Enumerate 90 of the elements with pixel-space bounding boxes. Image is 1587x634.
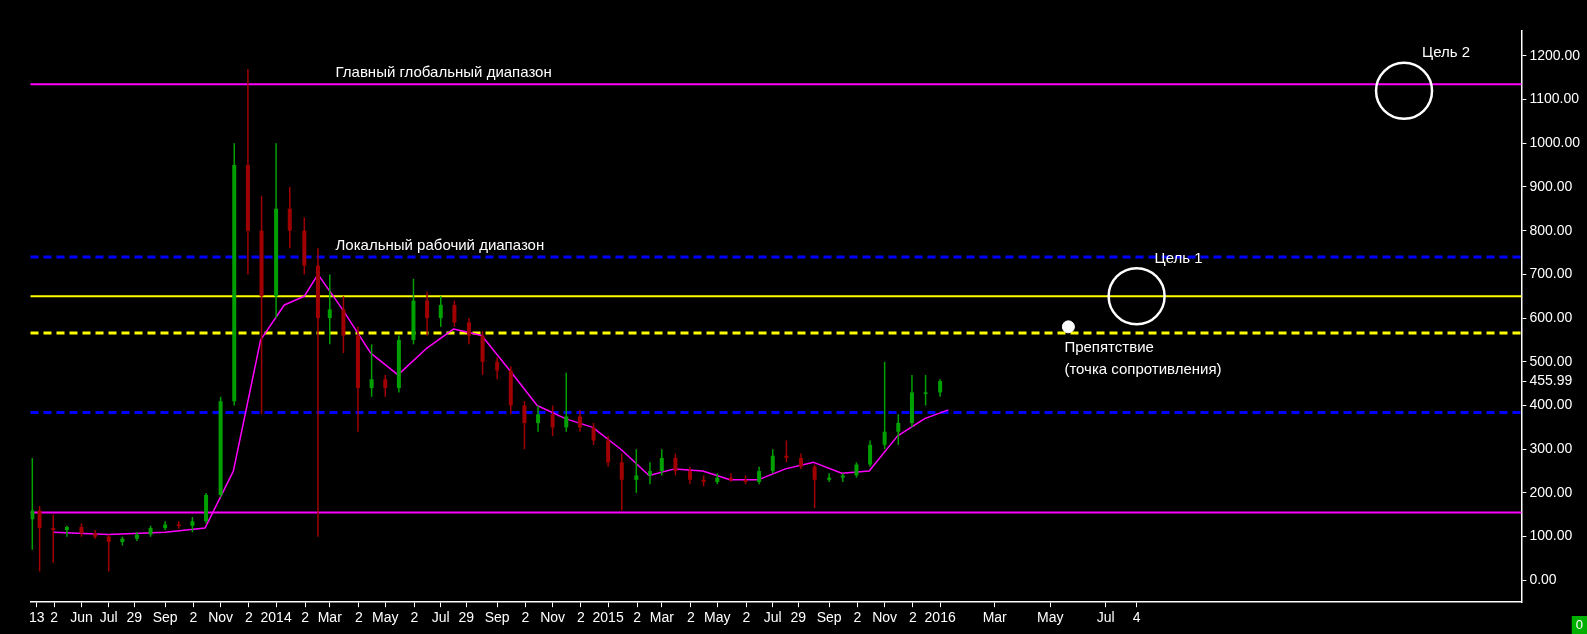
candlestick (923, 374, 928, 407)
candlestick (383, 374, 388, 398)
x-tick-label: May (372, 609, 399, 626)
x-tick-label: 29 (458, 609, 475, 626)
x-tick-label: Sep (152, 609, 178, 626)
x-tick-label: Mar (317, 609, 343, 626)
x-tick-label: Nov (208, 609, 234, 626)
x-tick-label: Jun (70, 609, 93, 626)
candlestick (770, 448, 775, 475)
annotation: Цель 2 (1422, 43, 1471, 61)
candlestick (619, 452, 624, 512)
y-tick-label: 100.00 (1529, 527, 1573, 544)
candlestick (812, 463, 817, 509)
candlestick (647, 461, 652, 485)
candlestick (591, 422, 596, 446)
candlestick (176, 520, 181, 530)
annotation: Цель 1 (1154, 248, 1203, 266)
y-tick-label: 300.00 (1529, 440, 1573, 457)
x-tick-label: 2 (354, 609, 363, 626)
x-tick-label: May (704, 609, 731, 626)
candlestick (64, 524, 69, 538)
x-tick-label: 2 (908, 609, 917, 626)
x-tick-label: May (1036, 609, 1064, 626)
candlestick (577, 409, 582, 433)
x-tick-label: Jul (431, 609, 450, 626)
y-tick-label: 1200.00 (1529, 46, 1581, 63)
x-tick-label: Jul (99, 609, 118, 626)
x-tick-label: 4 (1132, 609, 1141, 626)
y-tick-label: 400.00 (1529, 396, 1573, 413)
y-tick-label: 700.00 (1529, 265, 1573, 282)
candlestick (882, 361, 887, 450)
x-tick-label: 2014 (260, 609, 292, 626)
x-tick-label: Jul (1096, 609, 1115, 626)
x-tick-label: 2 (301, 609, 310, 626)
x-tick-label: 29 (790, 609, 807, 626)
candlestick (550, 404, 555, 437)
candlestick (896, 413, 901, 446)
candlestick (438, 295, 443, 328)
annotation: Препятствие (точка сопротивления) (1064, 338, 1222, 378)
x-tick-label: 2 (853, 609, 862, 626)
x-tick-label: 2015 (592, 609, 624, 626)
x-tick-label: 2 (50, 609, 59, 626)
y-tick-label: 0.00 (1529, 571, 1557, 588)
x-tick-label: 2 (576, 609, 585, 626)
x-tick-label: 2 (410, 609, 419, 626)
y-tick-label: 900.00 (1529, 177, 1573, 194)
x-tick-label: 2 (742, 609, 751, 626)
x-tick-label: Nov (872, 609, 898, 626)
candlestick (466, 317, 471, 346)
x-tick-label: 2 (633, 609, 642, 626)
y-tick-label: 455.99 (1529, 371, 1573, 388)
y-tick-label: 600.00 (1529, 308, 1573, 325)
candlestick (495, 356, 500, 381)
candlestick (634, 448, 639, 494)
candlestick (659, 448, 664, 477)
candlestick (37, 505, 42, 573)
y-tick-label: 800.00 (1529, 221, 1573, 238)
x-tick-label: 13 (29, 609, 45, 626)
candlestick (673, 452, 678, 477)
x-tick-label: Mar (982, 609, 1008, 626)
candlestick (425, 291, 430, 337)
x-tick-label: Sep (484, 609, 510, 626)
candlestick (287, 186, 292, 249)
x-tick-label: 2016 (924, 609, 956, 626)
candlestick (106, 533, 111, 573)
y-tick-label: 200.00 (1529, 483, 1573, 500)
x-tick-label: Mar (649, 609, 675, 626)
candlestick (522, 400, 527, 450)
x-tick-label: Jul (763, 609, 782, 626)
candlestick (868, 439, 873, 468)
candlestick (564, 371, 569, 433)
ref-line-label: Локальный рабочий диапазон (335, 235, 545, 253)
candlestick (536, 404, 541, 433)
candlestick (369, 343, 374, 398)
x-tick-label: 2 (687, 609, 695, 626)
x-tick-label: 2 (521, 609, 530, 626)
y-tick-label: 1000.00 (1529, 134, 1581, 151)
x-tick-label: 2 (189, 609, 198, 626)
y-tick-label: 500.00 (1529, 352, 1573, 369)
candlestick (840, 472, 845, 483)
x-tick-label: Sep (816, 609, 842, 626)
x-tick-label: 29 (126, 609, 143, 626)
candlestick (327, 273, 332, 346)
candlestick (452, 299, 457, 328)
y-tick-label: 1100.00 (1529, 90, 1580, 107)
x-tick-label: Nov (540, 609, 566, 626)
text: 0 (1575, 616, 1583, 632)
x-tick-label: 2 (244, 609, 253, 626)
candlestick (606, 435, 611, 468)
ref-line-label: Главный глобальный диапазон (335, 62, 552, 80)
